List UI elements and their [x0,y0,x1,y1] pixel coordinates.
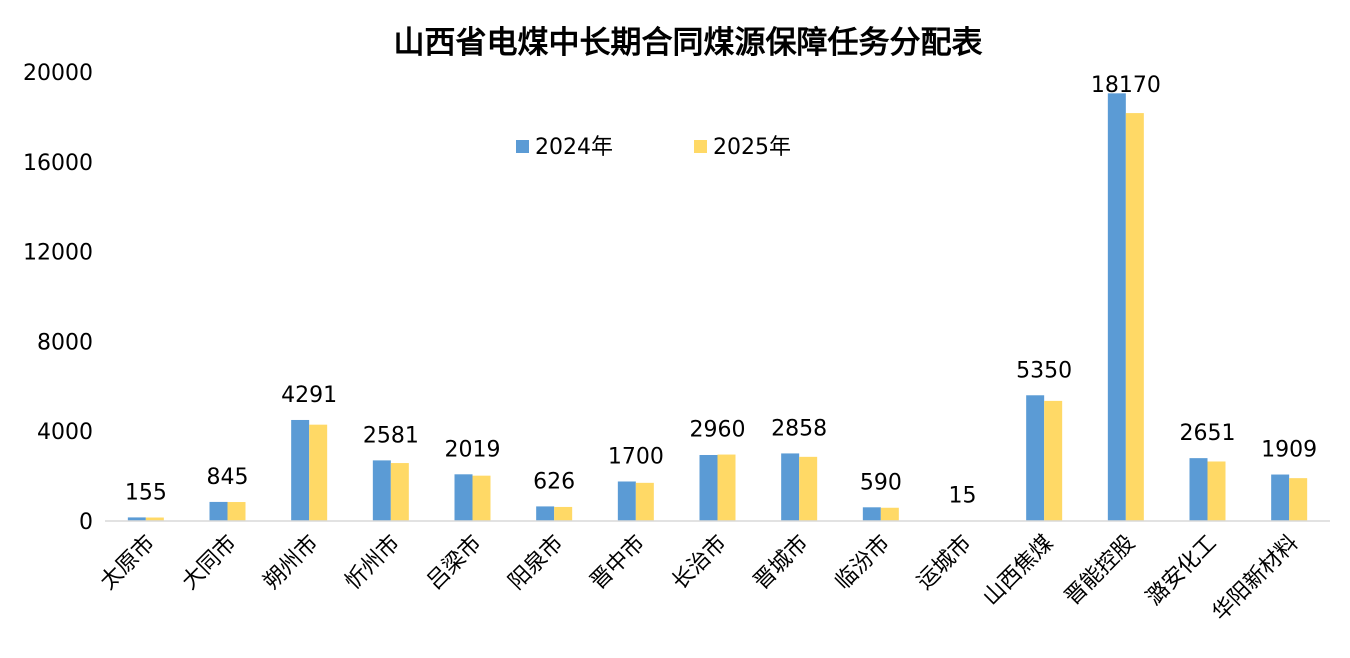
x-category-label: 长治市 [667,531,731,595]
x-category-label: 太原市 [96,531,160,595]
bar-2024 [1026,395,1045,521]
bar-2025 [145,517,164,521]
x-category-label: 运城市 [912,531,976,595]
bar-2024 [1107,93,1126,521]
bar-2024 [862,507,881,521]
data-labels: 155 845 4291 2581 2019 626 1700 2960 2858 590 15 53… [125,73,1317,509]
bar-2024 [209,501,228,521]
y-tick-label: 16000 [23,151,93,176]
y-tick-label: 0 [79,510,93,535]
data-label: 5350 [1016,358,1072,383]
legend-swatch [516,140,529,153]
bar-2025 [635,482,654,521]
data-label: 18170 [1091,73,1161,98]
chart-title: 山西省电煤中长期合同煤源保障任务分配表 [394,25,983,61]
data-label: 2858 [771,416,827,441]
x-category-label: 晋城市 [749,531,813,595]
bar-2025 [880,507,899,521]
bar-2025 [717,454,736,521]
bars [127,93,1308,522]
bar-2025 [799,456,818,521]
legend: 2024年 2025年 [516,135,791,160]
x-category-label: 山西焦煤 [978,531,1058,611]
x-category-label: 忻州市 [341,531,405,595]
bar-2025 [1125,113,1144,522]
x-category-label: 华阳新材料 [1208,531,1303,626]
data-label: 2581 [363,423,419,448]
y-axis: 0 4000 8000 12000 16000 20000 [23,61,93,535]
bar-2024 [699,454,718,521]
data-label: 845 [207,465,249,490]
x-category-label: 晋能控股 [1060,531,1140,611]
x-category-label: 晋中市 [586,531,650,595]
bar-2025 [1044,400,1063,521]
data-label: 1700 [608,444,664,469]
bar-2024 [617,481,636,521]
y-tick-label: 4000 [37,420,93,445]
y-tick-label: 12000 [23,241,93,266]
data-label: 2651 [1180,421,1236,446]
bar-2025 [554,506,573,521]
data-label: 15 [949,484,977,509]
x-category-label: 大同市 [177,531,241,595]
bar-2025 [1289,478,1308,521]
y-tick-label: 20000 [23,61,93,86]
x-category-label: 潞安化工 [1142,531,1222,611]
bar-2024 [454,474,473,521]
bar-2024 [781,453,800,521]
bar-2024 [291,419,310,521]
bar-2025 [227,502,246,521]
x-category-label: 临汾市 [831,531,895,595]
data-label: 2019 [445,437,501,462]
data-label: 626 [533,469,575,494]
y-tick-label: 8000 [37,330,93,355]
bar-2024 [1189,458,1208,521]
bar-2025 [390,463,409,521]
bar-2025 [1207,461,1226,521]
x-category-label: 朔州市 [259,531,323,595]
x-category-label: 吕梁市 [422,531,486,595]
bar-2024 [372,460,391,521]
bar-2024 [127,517,146,521]
legend-label: 2024年 [535,135,613,160]
legend-label: 2025年 [713,135,791,160]
x-category-label: 阳泉市 [504,531,568,595]
data-label: 155 [125,480,167,505]
category-labels: 太原市 大同市 朔州市 忻州市 吕梁市 阳泉市 晋中市 长治市 晋城市 临汾市 运城市 山西焦煤 晋能控… [96,531,1304,626]
bar-2025 [472,475,491,521]
data-label: 2960 [690,418,746,443]
bar-2025 [309,424,328,521]
legend-swatch [694,140,707,153]
data-label: 590 [860,470,902,495]
data-label: 4291 [281,383,337,408]
bar-2024 [536,506,555,521]
data-label: 1909 [1261,438,1317,463]
bar-2024 [1271,474,1290,521]
